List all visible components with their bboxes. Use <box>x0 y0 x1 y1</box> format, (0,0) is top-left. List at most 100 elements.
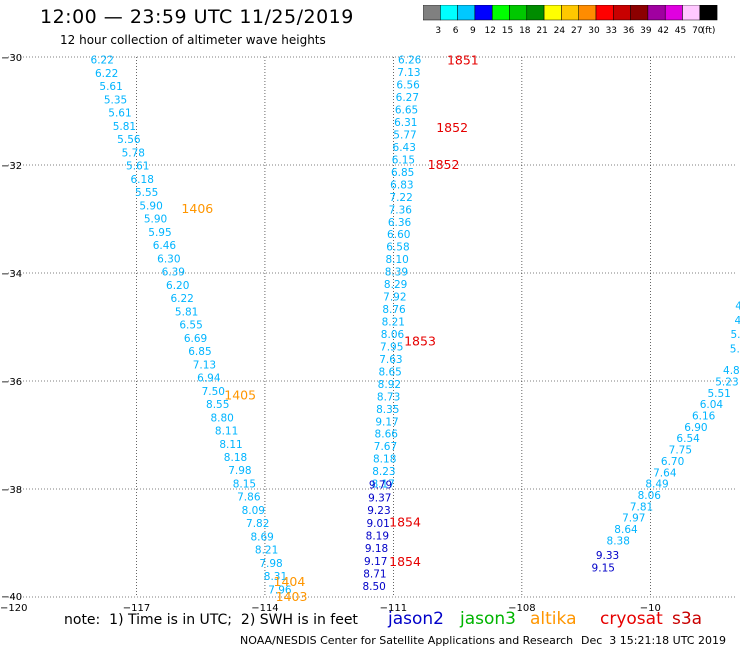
wave-height-value: 8.15 <box>233 478 256 490</box>
colorbar-label: 15 <box>502 26 513 36</box>
pass-time-label: 1852 <box>436 120 468 135</box>
wave-height-value: 4. <box>735 300 740 312</box>
page-subtitle: 12 hour collection of altimeter wave hei… <box>60 33 326 47</box>
wave-height-value: 6.83 <box>390 179 413 191</box>
wave-height-value: 8.06 <box>638 490 662 502</box>
pass-time-label: 1406 <box>181 201 213 216</box>
wave-height-value: 6.30 <box>157 253 180 265</box>
wave-height-value: 8.18 <box>224 452 247 464</box>
colorbar-label: 21 <box>536 26 547 36</box>
wave-height-value: 9.17 <box>364 556 387 568</box>
wave-height-value: 6.18 <box>131 174 154 186</box>
wave-height-value: 6.70 <box>661 456 684 468</box>
colorbar-label: 24 <box>554 26 566 36</box>
wave-height-value: 5.7 <box>730 344 740 356</box>
colorbar-swatch <box>509 5 528 21</box>
wave-height-value: 7.64 <box>653 467 677 479</box>
wave-height-value: 6.22 <box>91 55 114 67</box>
pass-time-label: 1851 <box>447 53 479 68</box>
colorbar-swatch <box>613 5 631 21</box>
colorbar-label: 12 <box>484 26 495 36</box>
pass-time-label: 1854 <box>389 554 421 569</box>
wave-height-value: 8.21 <box>255 545 278 557</box>
wave-height-value: 8.92 <box>378 379 401 391</box>
pass-time-label: 1403 <box>276 589 308 604</box>
legend-jason3: jason3 <box>460 609 516 629</box>
page-title: 12:00 — 23:59 UTC 11/25/2019 <box>40 6 354 28</box>
wave-height-value: 5.35 <box>104 94 127 106</box>
colorbar-label: (ft) <box>702 26 716 36</box>
wave-height-value: 9.18 <box>365 543 388 555</box>
wave-height-value: 8.50 <box>362 581 385 593</box>
legend-altika: altika <box>530 609 577 629</box>
colorbar-label: 30 <box>588 26 600 36</box>
pass-time-label: 1404 <box>274 574 306 589</box>
wave-height-value: 7.22 <box>389 192 412 204</box>
wave-height-value: 8.39 <box>385 267 408 279</box>
wave-height-value: 6.22 <box>170 293 193 305</box>
colorbar-swatch <box>423 5 441 21</box>
wave-height-value: 7.98 <box>259 558 282 570</box>
y-tick-label: −38 <box>1 485 22 496</box>
wave-height-value: 8.11 <box>215 426 238 438</box>
wave-height-value: 5.55 <box>135 187 158 199</box>
wave-height-value: 7.81 <box>630 501 653 513</box>
wave-height-value: 7.96 <box>268 584 292 596</box>
wave-height-value: 7.82 <box>246 518 269 530</box>
wave-height-value: 5.61 <box>126 161 149 173</box>
wave-height-value: 6.90 <box>684 422 707 434</box>
y-tick-label: −34 <box>1 269 22 280</box>
wave-height-value: 9.33 <box>596 550 619 562</box>
colorbar-label: 9 <box>470 26 476 36</box>
colorbar-label: 18 <box>519 26 531 36</box>
wave-height-value: 9.23 <box>367 505 390 517</box>
colorbar-swatch <box>543 5 562 21</box>
wave-height-value: 5.61 <box>108 108 131 120</box>
colorbar-swatch <box>699 5 718 21</box>
wave-height-value: 6.39 <box>162 267 185 279</box>
wave-height-value: 6.58 <box>386 242 409 254</box>
wave-height-value: 6.65 <box>395 105 418 117</box>
wave-height-value: 8.06 <box>381 329 405 341</box>
wave-height-value: 8.55 <box>206 399 229 411</box>
y-tick-label: −36 <box>1 377 22 388</box>
legend-cryosat: cryosat <box>600 609 663 629</box>
wave-height-value: 7.97 <box>622 513 645 525</box>
colorbar-legend: 3 6 9 12 15 18 21 24 27 30 33 36 39 42 45 70(ft) <box>423 5 718 36</box>
wave-height-value: 8.18 <box>373 454 396 466</box>
wave-height-value: 6.55 <box>179 320 202 332</box>
pass-time-label: 1854 <box>389 514 421 529</box>
wave-height-value: 6.69 <box>184 333 207 345</box>
wave-height-value: 6.94 <box>197 373 221 385</box>
colorbar-swatch <box>526 5 545 21</box>
wave-height-value: 5.90 <box>144 214 167 226</box>
colorbar-label: 42 <box>657 26 668 36</box>
wave-height-value: 8.69 <box>250 531 273 543</box>
colorbar-swatch <box>630 5 649 21</box>
colorbar-swatch <box>682 5 701 21</box>
colorbar-swatch <box>578 5 597 21</box>
wave-height-value: 5.77 <box>393 130 416 142</box>
pass-time-label: 1405 <box>224 388 256 403</box>
colorbar-swatch <box>647 5 666 21</box>
wave-height-value: 6.36 <box>388 217 412 229</box>
credit-date: Dec 3 15:21:18 UTC 2019 <box>581 634 726 647</box>
wave-height-value: 7.75 <box>669 445 692 457</box>
wave-height-value: 6.56 <box>396 80 420 92</box>
wave-height-value: 6.16 <box>692 411 716 423</box>
colorbar-swatch <box>457 5 476 21</box>
wave-height-value: 6.54 <box>676 433 700 445</box>
colorbar-swatch <box>474 5 493 21</box>
wave-height-value: 9.01 <box>366 518 389 530</box>
wave-height-value: 5.95 <box>148 227 171 239</box>
wave-height-value: 7.92 <box>383 292 406 304</box>
wave-height-value: 5.51 <box>707 388 730 400</box>
wave-height-value: 8.29 <box>384 279 407 291</box>
x-tick-label: −120 <box>0 603 27 614</box>
pass-time-label: 1852 <box>428 157 460 172</box>
wave-height-value: 5.81 <box>113 121 136 133</box>
wave-height-value: 5.90 <box>139 200 162 212</box>
wave-height-value: 6.85 <box>391 167 414 179</box>
colorbar-swatch <box>664 5 683 21</box>
